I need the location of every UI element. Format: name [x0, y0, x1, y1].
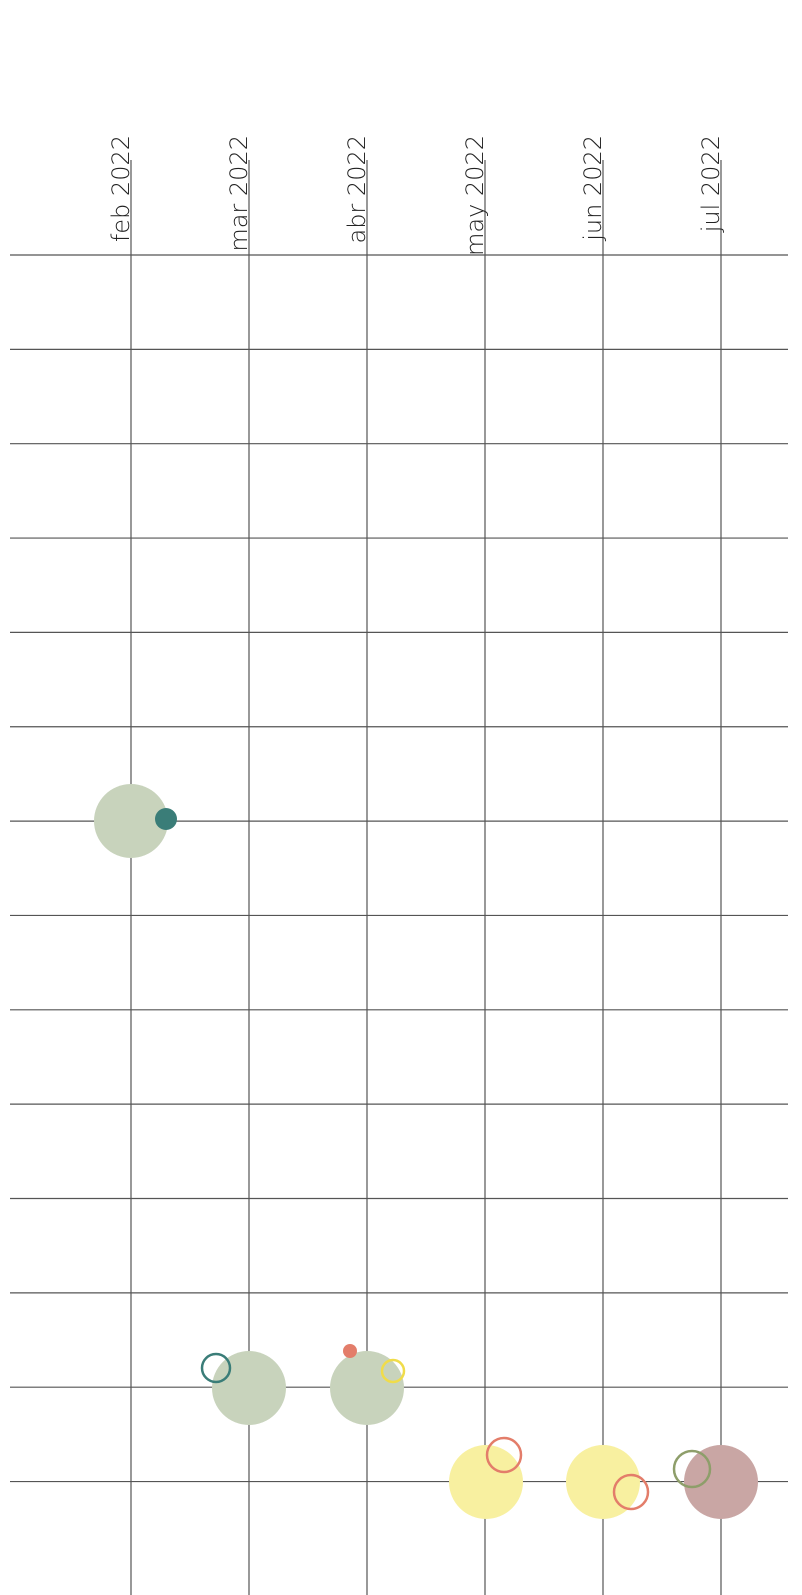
column-label: abr 2022 — [343, 135, 371, 244]
marker — [449, 1445, 523, 1519]
marker — [485, 1436, 523, 1474]
marker — [94, 784, 168, 858]
column-label: jun 2022 — [579, 135, 607, 242]
marker — [200, 1352, 232, 1384]
marker — [330, 1351, 404, 1425]
column-label: jul 2022 — [697, 135, 725, 233]
marker — [612, 1473, 650, 1511]
marker — [212, 1351, 286, 1425]
markers — [94, 784, 758, 1519]
marker — [380, 1358, 406, 1384]
marker — [566, 1445, 640, 1519]
marker — [155, 808, 177, 830]
column-label: may 2022 — [461, 135, 489, 256]
column-label: feb 2022 — [107, 135, 135, 242]
marker — [684, 1445, 758, 1519]
marker — [672, 1449, 712, 1489]
column-label: mar 2022 — [225, 135, 253, 252]
marker — [343, 1344, 357, 1358]
